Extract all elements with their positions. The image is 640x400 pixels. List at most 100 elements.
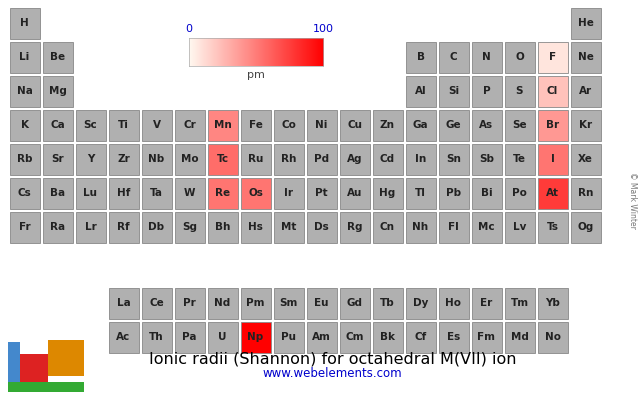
Text: Hf: Hf <box>117 188 130 198</box>
Text: Mg: Mg <box>49 86 67 96</box>
Text: Mo: Mo <box>180 154 198 164</box>
Text: Np: Np <box>248 332 264 342</box>
Bar <box>472 144 502 174</box>
Text: Hg: Hg <box>380 188 396 198</box>
Text: Al: Al <box>415 86 426 96</box>
Bar <box>339 288 369 318</box>
Text: At: At <box>546 188 559 198</box>
Bar <box>372 178 403 208</box>
Bar <box>339 212 369 242</box>
Bar <box>372 322 403 352</box>
Text: 0: 0 <box>186 24 192 34</box>
Bar <box>241 212 271 242</box>
Bar <box>339 178 369 208</box>
Bar <box>538 76 568 106</box>
Bar <box>175 212 205 242</box>
Text: Cs: Cs <box>18 188 31 198</box>
Text: Te: Te <box>513 154 526 164</box>
Bar <box>207 144 237 174</box>
Text: Ts: Ts <box>547 222 559 232</box>
Text: Ne: Ne <box>577 52 593 62</box>
Bar <box>307 212 337 242</box>
Bar <box>438 322 468 352</box>
Text: U: U <box>218 332 227 342</box>
Text: Ru: Ru <box>248 154 263 164</box>
Bar <box>472 178 502 208</box>
Bar <box>504 288 534 318</box>
Bar <box>538 178 568 208</box>
Bar <box>339 144 369 174</box>
Bar <box>273 144 303 174</box>
Bar <box>273 178 303 208</box>
Text: 100: 100 <box>313 24 333 34</box>
Text: Hs: Hs <box>248 222 263 232</box>
Bar <box>372 144 403 174</box>
Bar <box>538 322 568 352</box>
Text: Mc: Mc <box>478 222 495 232</box>
Text: © Mark Winter: © Mark Winter <box>627 172 637 228</box>
Text: Sb: Sb <box>479 154 494 164</box>
Bar <box>207 212 237 242</box>
Bar <box>8 342 20 382</box>
Text: Tb: Tb <box>380 298 395 308</box>
Text: Rg: Rg <box>347 222 362 232</box>
Bar <box>472 322 502 352</box>
Bar <box>406 178 435 208</box>
Bar <box>241 322 271 352</box>
Bar <box>141 322 172 352</box>
Text: Au: Au <box>347 188 362 198</box>
Text: Bh: Bh <box>215 222 230 232</box>
Text: V: V <box>152 120 161 130</box>
Text: Pa: Pa <box>182 332 196 342</box>
Text: Pt: Pt <box>315 188 328 198</box>
Bar <box>141 212 172 242</box>
Text: Db: Db <box>148 222 164 232</box>
Text: Mt: Mt <box>281 222 296 232</box>
Text: In: In <box>415 154 426 164</box>
Bar <box>472 110 502 140</box>
Text: Co: Co <box>281 120 296 130</box>
Bar <box>472 42 502 72</box>
Text: Th: Th <box>149 332 164 342</box>
Bar <box>570 76 600 106</box>
Text: Pd: Pd <box>314 154 329 164</box>
Bar <box>10 76 40 106</box>
Text: H: H <box>20 18 29 28</box>
Text: Os: Os <box>248 188 263 198</box>
Text: Ge: Ge <box>445 120 461 130</box>
Text: Kr: Kr <box>579 120 592 130</box>
Bar <box>109 144 138 174</box>
Text: Si: Si <box>448 86 459 96</box>
Bar <box>42 212 72 242</box>
Text: F: F <box>549 52 556 62</box>
Bar <box>273 110 303 140</box>
Text: Mn: Mn <box>214 120 232 130</box>
Bar <box>570 212 600 242</box>
Bar <box>109 212 138 242</box>
Text: Tl: Tl <box>415 188 426 198</box>
Bar <box>109 178 138 208</box>
Text: Am: Am <box>312 332 331 342</box>
Bar <box>538 42 568 72</box>
Text: Eu: Eu <box>314 298 329 308</box>
Text: K: K <box>20 120 29 130</box>
Text: Cf: Cf <box>414 332 427 342</box>
Bar <box>339 110 369 140</box>
Bar <box>76 110 106 140</box>
Text: Li: Li <box>19 52 29 62</box>
Bar <box>42 76 72 106</box>
Bar <box>175 144 205 174</box>
Bar <box>406 322 435 352</box>
Text: Nh: Nh <box>412 222 429 232</box>
Text: Lv: Lv <box>513 222 526 232</box>
Bar <box>438 212 468 242</box>
Bar <box>207 288 237 318</box>
Text: No: No <box>545 332 561 342</box>
Bar <box>438 76 468 106</box>
Bar <box>438 110 468 140</box>
Bar <box>307 322 337 352</box>
Bar <box>538 144 568 174</box>
Bar <box>406 110 435 140</box>
Bar <box>109 110 138 140</box>
Text: Br: Br <box>546 120 559 130</box>
